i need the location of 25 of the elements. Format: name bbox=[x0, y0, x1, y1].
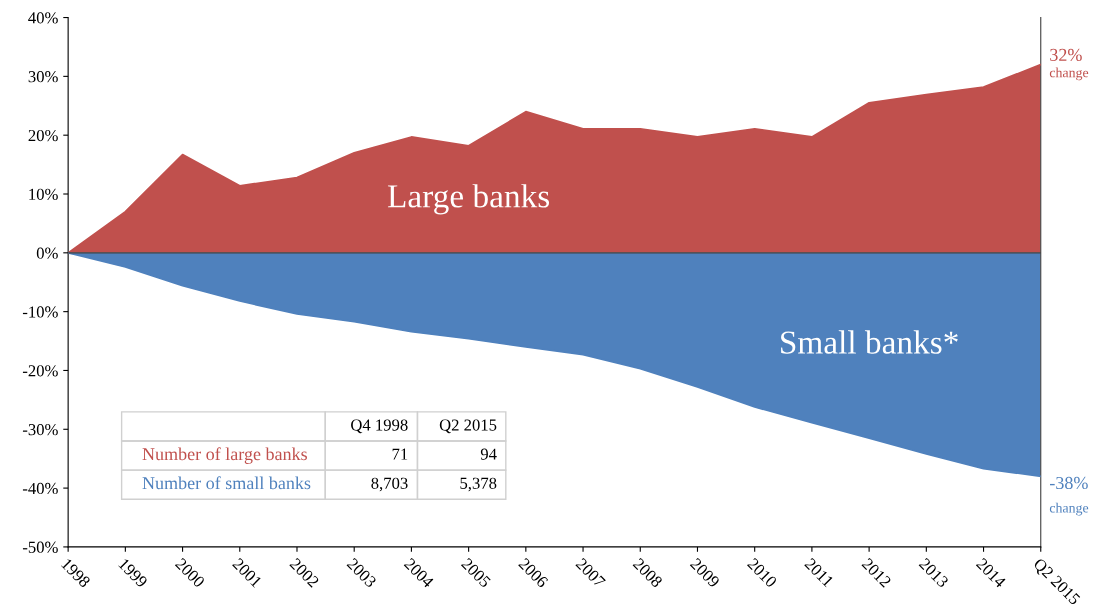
y-tick-label: -20% bbox=[22, 365, 58, 377]
annotation: -38% change bbox=[1049, 476, 1089, 516]
y-tick-label: -50% bbox=[22, 541, 58, 553]
annotation: Number of large banks bbox=[142, 447, 307, 464]
annotation: Q4 1998 bbox=[351, 419, 408, 434]
annotation: 5,378 bbox=[460, 477, 497, 492]
annotation: 32% change bbox=[1049, 48, 1089, 81]
annotation: Number of small banks bbox=[142, 476, 311, 490]
x-tick-label: 2007 bbox=[575, 557, 606, 589]
y-tick-label: 30% bbox=[28, 71, 58, 83]
annotation: 94 bbox=[480, 448, 497, 460]
y-tick-label: 20% bbox=[28, 129, 58, 142]
y-tick-label: 40% bbox=[28, 12, 58, 24]
annotation: Q2 2015 bbox=[439, 419, 497, 434]
annotation: 8,703 bbox=[371, 477, 408, 492]
x-tick-label: 1999 bbox=[118, 558, 149, 589]
x-tick-label: 1998 bbox=[60, 558, 91, 589]
y-tick-label: 10% bbox=[29, 188, 58, 200]
annotation: 71 bbox=[392, 448, 408, 460]
y-tick-label: -10% bbox=[22, 306, 58, 318]
y-tick-label: -30% bbox=[22, 423, 58, 436]
y-tick-label: -40% bbox=[22, 482, 58, 495]
y-tick-label: 0% bbox=[36, 247, 58, 259]
series-label: Small banks* bbox=[781, 330, 958, 354]
series-label: Large banks bbox=[387, 184, 550, 215]
